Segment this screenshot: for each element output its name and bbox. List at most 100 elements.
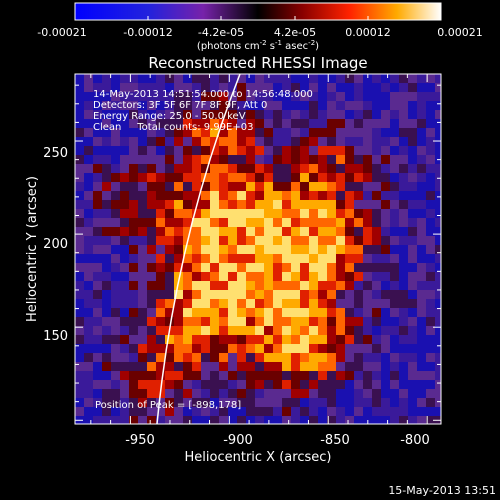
image-pixel — [300, 290, 310, 300]
image-pixel — [138, 110, 148, 120]
image-pixel — [435, 83, 441, 93]
image-pixel — [345, 101, 355, 111]
image-pixel — [417, 389, 427, 399]
image-pixel — [174, 227, 184, 237]
image-pixel — [417, 119, 427, 129]
image-pixel — [273, 317, 283, 327]
image-pixel — [174, 353, 184, 363]
image-pixel — [102, 398, 112, 408]
image-pixel — [147, 74, 157, 84]
image-pixel — [336, 299, 346, 309]
image-pixel — [426, 353, 436, 363]
image-pixel — [291, 353, 301, 363]
image-pixel — [282, 407, 292, 417]
image-pixel — [381, 272, 391, 282]
y-axis-ticks — [75, 84, 441, 421]
image-pixel — [336, 371, 346, 381]
image-pixel — [327, 182, 337, 192]
image-pixel — [291, 92, 301, 102]
image-pixel — [327, 281, 337, 291]
image-pixel — [399, 173, 409, 183]
image-pixel — [237, 416, 247, 424]
image-pixel — [201, 290, 211, 300]
image-pixel — [237, 146, 247, 156]
image-pixel — [192, 371, 202, 381]
image-pixel — [372, 272, 382, 282]
image-pixel — [219, 92, 229, 102]
image-pixel — [291, 263, 301, 273]
image-pixel — [165, 272, 175, 282]
image-pixel — [354, 74, 364, 84]
image-pixel — [192, 227, 202, 237]
image-pixel — [156, 290, 166, 300]
image-pixel — [282, 83, 292, 93]
image-pixel — [165, 101, 175, 111]
image-pixel — [201, 362, 211, 372]
image-pixel — [354, 110, 364, 120]
image-pixel — [228, 119, 238, 129]
image-pixel — [237, 353, 247, 363]
image-pixel — [300, 362, 310, 372]
image-pixel — [417, 83, 427, 93]
image-pixel — [372, 362, 382, 372]
image-pixel — [84, 380, 94, 390]
image-pixel — [300, 182, 310, 192]
image-pixel — [75, 254, 85, 264]
image-pixel — [390, 380, 400, 390]
image-pixel — [309, 407, 319, 417]
image-pixel — [165, 308, 175, 318]
image-pixel — [372, 290, 382, 300]
image-pixel — [75, 119, 85, 129]
image-pixel — [417, 371, 427, 381]
image-pixel — [138, 236, 148, 246]
image-pixel — [372, 380, 382, 390]
image-pixel — [282, 398, 292, 408]
image-pixel — [237, 245, 247, 255]
image-pixel — [93, 227, 103, 237]
image-pixel — [300, 236, 310, 246]
image-pixel — [246, 389, 256, 399]
image-pixel — [255, 308, 265, 318]
image-pixel — [399, 326, 409, 336]
image-pixel — [201, 371, 211, 381]
image-pixel — [129, 146, 139, 156]
image-pixel — [237, 263, 247, 273]
image-pixel — [138, 155, 148, 165]
image-pixel — [201, 200, 211, 210]
image-pixel — [219, 227, 229, 237]
image-pixel — [210, 398, 220, 408]
image-pixel — [354, 380, 364, 390]
image-pixel — [345, 128, 355, 138]
image-pixel — [390, 200, 400, 210]
image-pixel — [291, 272, 301, 282]
image-pixel — [138, 263, 148, 273]
image-pixel — [228, 101, 238, 111]
image-pixel — [156, 299, 166, 309]
image-pixel — [255, 236, 265, 246]
image-pixel — [417, 407, 427, 417]
image-pixel — [381, 200, 391, 210]
image-pixel — [165, 92, 175, 102]
image-pixel — [399, 137, 409, 147]
image-pixel — [246, 173, 256, 183]
image-pixel — [408, 83, 418, 93]
image-pixel — [327, 245, 337, 255]
image-pixel — [390, 299, 400, 309]
image-pixel — [93, 182, 103, 192]
image-pixel — [336, 389, 346, 399]
image-pixel — [264, 362, 274, 372]
image-pixel — [336, 218, 346, 228]
image-pixel — [282, 380, 292, 390]
image-pixel — [408, 281, 418, 291]
image-pixel — [84, 227, 94, 237]
image-pixel — [84, 191, 94, 201]
colorbar-ticks — [74, 16, 442, 20]
image-pixel — [390, 191, 400, 201]
image-pixel — [138, 308, 148, 318]
image-pixel — [120, 74, 130, 84]
image-pixel — [174, 326, 184, 336]
image-pixel — [228, 299, 238, 309]
image-pixel — [111, 371, 121, 381]
image-pixel — [165, 362, 175, 372]
image-pixel — [246, 218, 256, 228]
